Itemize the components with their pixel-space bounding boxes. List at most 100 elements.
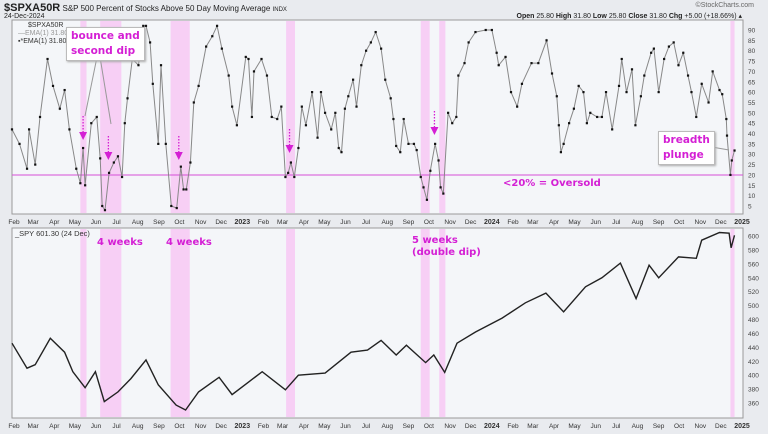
data-point [46,57,49,61]
data-point [343,107,346,110]
y-tick-label: 55 [748,100,756,107]
data-point [516,105,519,108]
data-point [663,57,666,61]
x-tick-label: 2024 [484,423,500,430]
data-point [611,128,614,131]
data-point [429,169,432,172]
x-tick-label: May [318,423,331,430]
y-tick-label: 80 [748,48,756,55]
data-point [260,57,263,61]
data-point [157,142,160,145]
y-tick-label: 520 [748,289,759,296]
data-point [657,91,660,94]
x-tick-label: Mar [527,219,539,226]
data-point [284,175,287,179]
shaded-period [730,229,735,417]
data-point [415,148,418,152]
x-tick-label: May [69,219,82,226]
x-tick-label: Feb [8,423,20,430]
y-tick-label: 25 [748,162,756,169]
x-tick-label: Apr [549,423,560,430]
data-point [151,82,154,85]
note-line: 5 weeks [412,235,458,246]
callout-line: breadth [663,134,710,146]
data-point [369,41,372,44]
data-point [103,209,107,212]
y-tick-label: 480 [748,317,759,324]
x-tick-label: Sep [153,423,165,430]
data-point [337,146,340,150]
data-point [68,128,71,131]
data-point [690,91,693,94]
data-point [484,28,487,32]
y-tick-label: 10 [748,193,756,200]
x-tick-label: Aug [132,423,144,430]
x-tick-label: May [318,219,331,226]
data-point [38,115,42,119]
x-tick-label: Jun [340,423,351,430]
data-point [451,122,454,125]
data-point [18,142,21,145]
shaded-period [80,229,87,417]
data-point [189,161,192,164]
x-tick-label: Oct [424,423,434,430]
data-point [652,47,655,50]
x-tick-label: Jul [612,423,621,430]
data-point [220,47,223,50]
y-tick-label: 65 [748,79,756,86]
data-point [310,91,314,94]
data-point [144,24,148,27]
low-label: Low [592,13,607,20]
data-point [75,167,78,170]
note-line: (double dip) [412,247,481,258]
shaded-period [420,229,430,417]
data-point [330,128,333,131]
x-tick-label: May [568,219,581,226]
x-tick-label: Jun [91,219,102,226]
data-point [81,146,85,150]
callout-line: plunge [663,149,704,161]
weeks-label-1: 4 weeks [97,237,143,248]
x-tick-label: Dec [715,219,727,226]
x-tick-label: Nov [195,423,207,430]
data-point [572,107,575,110]
data-point [95,115,98,119]
data-point [457,74,460,77]
y-tick-label: 70 [748,69,756,76]
data-point [34,163,37,166]
data-point [323,111,327,114]
y-tick-label: 600 [748,234,759,241]
close-label: Close [628,13,648,20]
x-tick-label: May [568,423,581,430]
data-point [425,198,429,201]
data-point [247,57,250,61]
x-tick-label: Oct [674,423,684,430]
triangle-up-icon: ▴ [738,13,742,20]
x-tick-label: Jun [340,219,351,226]
data-point [497,64,500,67]
x-tick-label: Mar [28,219,40,226]
breadth-callout: breadth plunge [658,131,715,165]
x-tick-label: Jul [112,219,121,226]
data-point [185,188,188,191]
data-point [107,171,111,174]
data-point [25,167,29,170]
x-tick-label: Dec [215,423,227,430]
data-point [672,41,675,44]
x-tick-label: Aug [381,423,393,430]
weeks-label-2: 4 weeks [166,237,212,248]
data-point [352,78,355,81]
shaded-period [439,21,446,213]
x-tick-label: Oct [174,219,184,226]
x-tick-label: Jul [362,219,371,226]
data-point [164,142,167,145]
data-point [389,97,392,100]
data-point [276,117,279,121]
data-point [265,74,269,77]
data-point [235,124,238,127]
data-point [289,161,292,164]
data-point [729,173,732,177]
chg-label: Chg [668,13,683,20]
data-point [211,35,214,38]
x-tick-label: Mar [277,423,289,430]
